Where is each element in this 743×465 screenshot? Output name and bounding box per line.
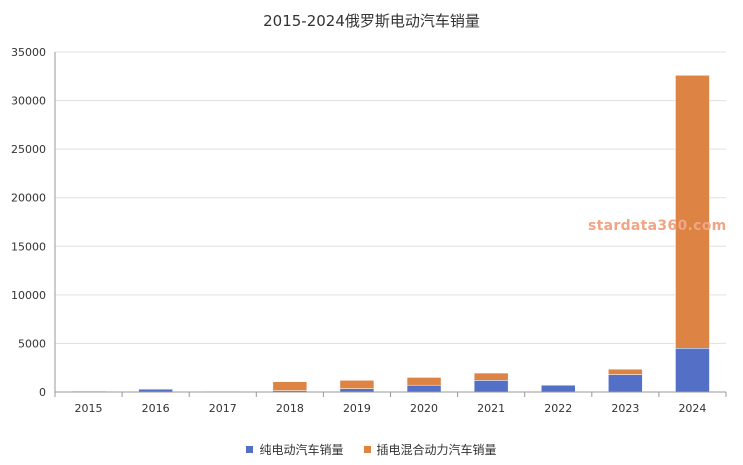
y-axis: 0 5000 10000 15000 20000 25000 30000 35000 (11, 46, 56, 399)
bar-2023-bev[interactable] (608, 374, 643, 393)
x-tick-label: 2022 (544, 402, 572, 415)
y-tick-label: 20000 (11, 192, 46, 205)
x-tick-label: 2018 (276, 402, 304, 415)
y-tick-label: 35000 (11, 46, 46, 59)
x-tick-label: 2017 (209, 402, 237, 415)
bar-2019-phev[interactable] (339, 380, 375, 389)
bar-2021-bev[interactable] (473, 380, 509, 393)
y-tick-label: 25000 (11, 143, 46, 156)
legend-swatch-phev (363, 446, 371, 453)
legend-swatch-bev (246, 446, 254, 453)
x-tick-label: 2020 (410, 402, 438, 415)
bar-2021-phev[interactable] (473, 372, 509, 381)
legend: 纯电动汽车销量 插电混合动力汽车销量 (0, 441, 743, 458)
bar-2024-bev[interactable] (675, 348, 710, 393)
y-tick-label: 5000 (18, 337, 46, 350)
bar-2022-bev[interactable] (541, 384, 576, 393)
bar-2020-bev[interactable] (406, 384, 442, 393)
y-tick-label: 30000 (11, 95, 46, 108)
grid-lines (55, 51, 726, 344)
y-tick-label: 15000 (11, 240, 46, 253)
chart-title: 2015-2024俄罗斯电动汽车销量 (263, 12, 480, 30)
bar-2024-phev[interactable] (675, 75, 710, 349)
legend-label-bev: 纯电动汽车销量 (259, 443, 344, 457)
watermark: stardata360.com (588, 218, 727, 234)
legend-item-bev[interactable]: 纯电动汽车销量 (246, 441, 344, 458)
y-tick-label: 10000 (11, 289, 46, 302)
bar-2020-phev[interactable] (406, 377, 442, 386)
bar-2019-bev[interactable] (339, 388, 375, 393)
legend-item-phev[interactable]: 插电混合动力汽车销量 (363, 441, 497, 458)
x-tick-label: 2016 (142, 402, 170, 415)
bars (71, 75, 710, 393)
bar-2018-phev[interactable] (272, 381, 308, 391)
y-tick-label: 0 (39, 386, 46, 399)
x-tick-label: 2019 (343, 402, 371, 415)
x-tick-label: 2015 (75, 402, 103, 415)
x-tick-label: 2024 (678, 402, 706, 415)
bar-2023-phev[interactable] (608, 368, 643, 375)
legend-label-phev: 插电混合动力汽车销量 (376, 443, 497, 457)
x-tick-label: 2023 (611, 402, 639, 415)
x-tick-label: 2021 (477, 402, 505, 415)
x-axis: 2015 2016 2017 2018 2019 2020 2021 2022 2023 2024 (54, 391, 727, 415)
